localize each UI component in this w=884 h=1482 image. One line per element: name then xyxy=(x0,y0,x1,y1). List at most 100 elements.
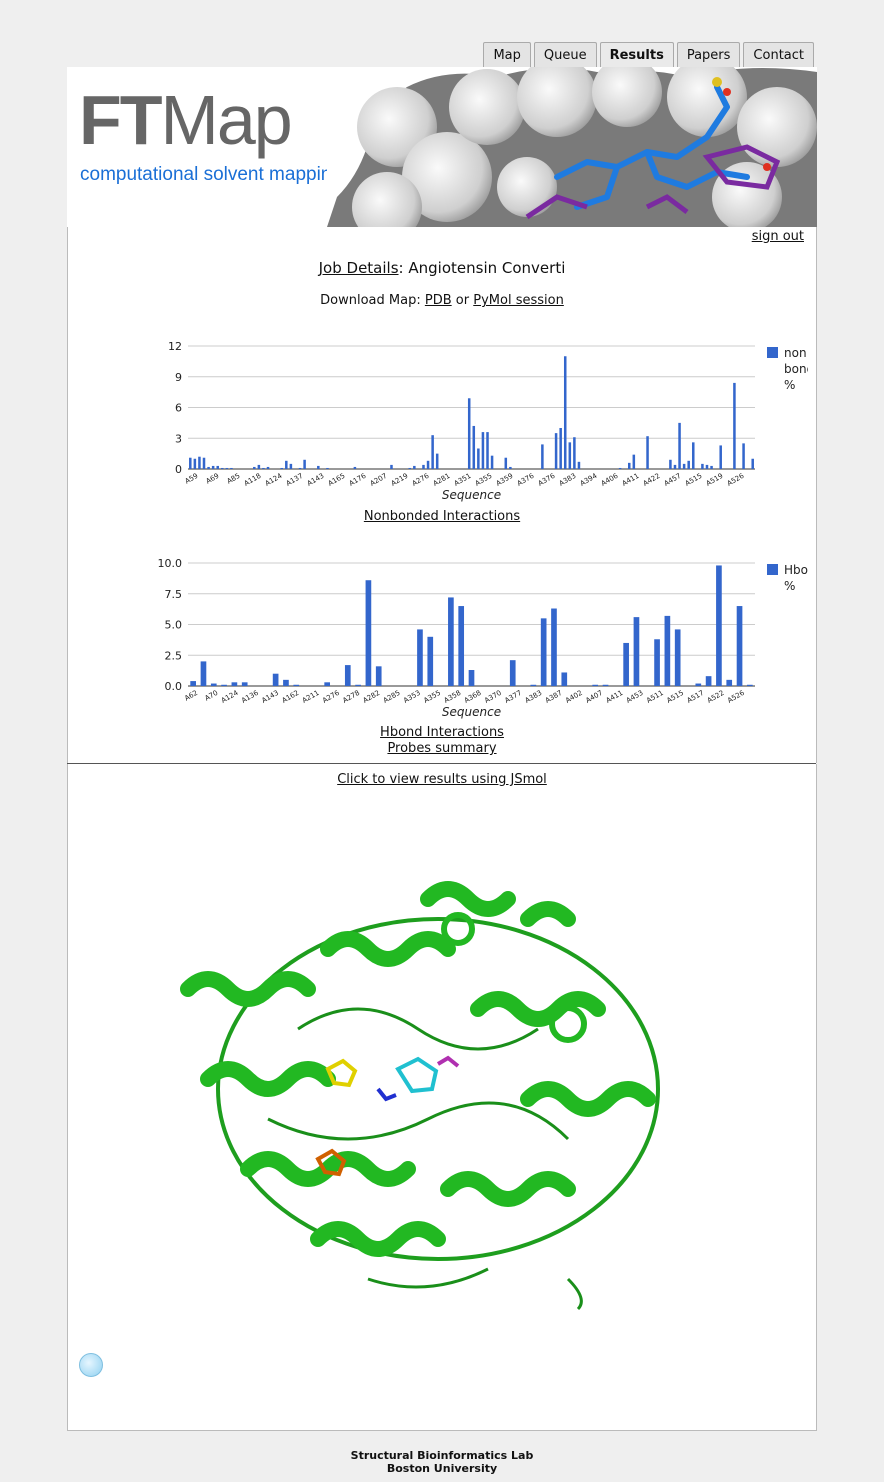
legend-label: % xyxy=(784,579,795,593)
bar xyxy=(669,459,672,469)
x-tick-label: A355 xyxy=(422,689,442,705)
x-tick-label: A282 xyxy=(362,689,382,705)
x-tick-label: A519 xyxy=(705,472,725,488)
x-tick-label: A522 xyxy=(706,689,726,705)
x-tick-label: A136 xyxy=(240,689,260,705)
sign-out-link[interactable]: sign out xyxy=(751,229,804,244)
bar xyxy=(266,466,270,469)
bar xyxy=(431,435,434,469)
bar xyxy=(736,606,743,686)
bar xyxy=(551,608,557,686)
bar xyxy=(326,467,329,469)
bar xyxy=(563,356,567,469)
bar xyxy=(344,665,351,686)
probes-summary-link[interactable]: Probes summary xyxy=(387,741,497,756)
x-tick-label: A69 xyxy=(205,472,221,486)
job-details-link[interactable]: Job Details xyxy=(318,259,399,277)
bar xyxy=(673,464,677,469)
section-divider xyxy=(67,763,816,764)
x-tick-label: A383 xyxy=(558,472,578,488)
x-tick-label: A511 xyxy=(645,689,665,705)
bar xyxy=(467,398,471,469)
x-tick-label: A387 xyxy=(544,689,564,705)
job-name: Angiotensin Converti xyxy=(408,259,566,277)
y-tick-label: 10.0 xyxy=(158,557,183,570)
x-tick-label: A359 xyxy=(495,472,515,488)
bar xyxy=(216,465,219,469)
bar xyxy=(231,682,238,686)
legend-label: non xyxy=(784,346,807,360)
bar xyxy=(509,660,516,686)
bar xyxy=(272,673,279,686)
job-details-heading: Job Details: Angiotensin Converti xyxy=(68,259,816,277)
bar xyxy=(701,463,704,469)
bar xyxy=(592,684,599,686)
bar xyxy=(623,642,629,686)
x-tick-label: A59 xyxy=(184,472,200,486)
bar xyxy=(705,464,709,469)
bar xyxy=(324,682,331,686)
x-tick-label: A211 xyxy=(301,689,321,705)
y-tick-label: 12 xyxy=(168,340,182,353)
x-axis-label: Sequence xyxy=(442,488,501,502)
jsmol-panel: Click to view results using JSmol xyxy=(67,764,817,1431)
x-tick-label: A124 xyxy=(220,689,240,705)
x-tick-label: A457 xyxy=(663,472,683,488)
x-tick-label: A453 xyxy=(625,689,645,705)
bar xyxy=(211,465,215,469)
bar xyxy=(541,444,544,469)
bar xyxy=(682,463,686,469)
bar xyxy=(695,683,702,686)
bar xyxy=(353,466,357,469)
x-tick-label: A165 xyxy=(327,472,347,488)
tab-results[interactable]: Results xyxy=(599,42,674,68)
x-tick-label: A394 xyxy=(579,472,599,488)
jsmol-link[interactable]: Click to view results using JSmol xyxy=(337,772,547,787)
legend-swatch xyxy=(767,347,778,358)
bar xyxy=(530,684,537,686)
bar xyxy=(355,684,361,686)
x-tick-label: A355 xyxy=(474,472,494,488)
footer: Structural Bioinformatics Lab Boston Uni… xyxy=(0,1449,884,1475)
tab-map[interactable]: Map xyxy=(483,42,531,68)
download-pymol-link[interactable]: PyMol session xyxy=(473,293,564,308)
job-separator: : xyxy=(398,259,404,277)
banner: FTMap computational solvent mapping xyxy=(67,67,817,227)
x-tick-label: A377 xyxy=(503,689,523,705)
tab-contact[interactable]: Contact xyxy=(743,42,814,68)
bar xyxy=(221,684,227,686)
bar xyxy=(408,467,412,469)
x-tick-label: A124 xyxy=(264,472,284,488)
logo-bold: FT xyxy=(79,81,163,159)
bar xyxy=(554,433,558,469)
download-pdb-link[interactable]: PDB xyxy=(424,293,452,308)
protein-surface-image xyxy=(327,67,817,227)
bar xyxy=(289,463,293,469)
protein-cartoon-image xyxy=(180,881,660,1311)
bar xyxy=(448,597,454,686)
x-tick-label: A515 xyxy=(684,472,704,488)
tab-queue[interactable]: Queue xyxy=(533,42,597,68)
nonbonded-interactions-link[interactable]: Nonbonded Interactions xyxy=(363,509,521,524)
bar xyxy=(504,457,508,469)
bar xyxy=(716,565,722,686)
bar xyxy=(230,467,233,469)
bar xyxy=(283,679,289,686)
bar xyxy=(221,467,224,469)
x-tick-label: A351 xyxy=(453,472,473,488)
bar xyxy=(751,458,754,469)
x-tick-label: A285 xyxy=(382,689,402,705)
download-or: or xyxy=(455,293,470,308)
x-tick-label: A515 xyxy=(665,689,685,705)
y-tick-label: 2.5 xyxy=(165,649,183,662)
bar xyxy=(573,437,576,469)
bar xyxy=(568,442,572,469)
tab-papers[interactable]: Papers xyxy=(676,42,741,68)
bar xyxy=(190,681,196,686)
nav-tabs: Map Queue Results Papers Contact xyxy=(483,42,814,68)
bar xyxy=(241,682,248,686)
hbond-interactions-link[interactable]: Hbond Interactions xyxy=(380,725,504,740)
bar xyxy=(193,458,197,469)
